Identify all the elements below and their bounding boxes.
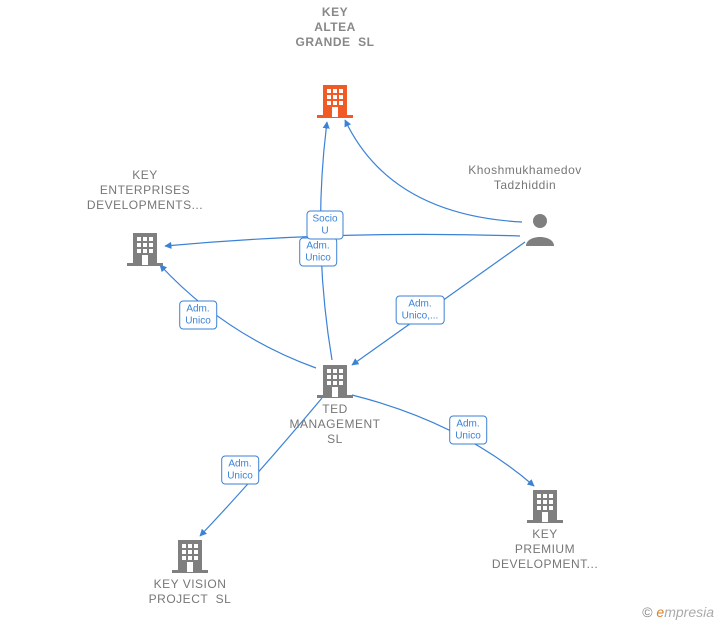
node-label-person: Khoshmukhamedov Tadzhiddin xyxy=(468,163,582,193)
node-label-ent: KEY ENTERPRISES DEVELOPMENTS... xyxy=(87,168,203,213)
building-icon xyxy=(317,365,353,398)
watermark-copyright: © xyxy=(642,604,652,620)
edge-label-ted-vision: Adm. Unico xyxy=(221,456,259,485)
node-label-vision: KEY VISION PROJECT SL xyxy=(149,577,232,607)
node-vision[interactable] xyxy=(172,540,208,573)
node-label-altea: KEY ALTEA GRANDE SL xyxy=(295,5,374,50)
node-ted[interactable] xyxy=(317,365,353,398)
node-label-premium: KEY PREMIUM DEVELOPMENT... xyxy=(492,527,598,572)
edge-label-person-altea: Socio U xyxy=(306,211,343,240)
edge-label-ted-ent: Adm. Unico xyxy=(179,301,217,330)
edge-label-ted-altea: Adm. Unico xyxy=(299,238,337,267)
node-altea[interactable] xyxy=(317,85,353,118)
node-person[interactable] xyxy=(526,214,554,246)
person-icon xyxy=(526,214,554,246)
building-icon xyxy=(527,490,563,523)
node-premium[interactable] xyxy=(527,490,563,523)
watermark-brand-rest: mpresia xyxy=(664,604,714,620)
node-label-ted: TED MANAGEMENT SL xyxy=(289,402,380,447)
edge-label-person-ted: Adm. Unico,... xyxy=(396,296,445,325)
edge-label-ted-premium: Adm. Unico xyxy=(449,416,487,445)
diagram-canvas xyxy=(0,0,728,630)
building-icon xyxy=(127,233,163,266)
building-icon xyxy=(172,540,208,573)
building-icon xyxy=(317,85,353,118)
node-ent[interactable] xyxy=(127,233,163,266)
watermark: © empresia xyxy=(642,604,714,620)
